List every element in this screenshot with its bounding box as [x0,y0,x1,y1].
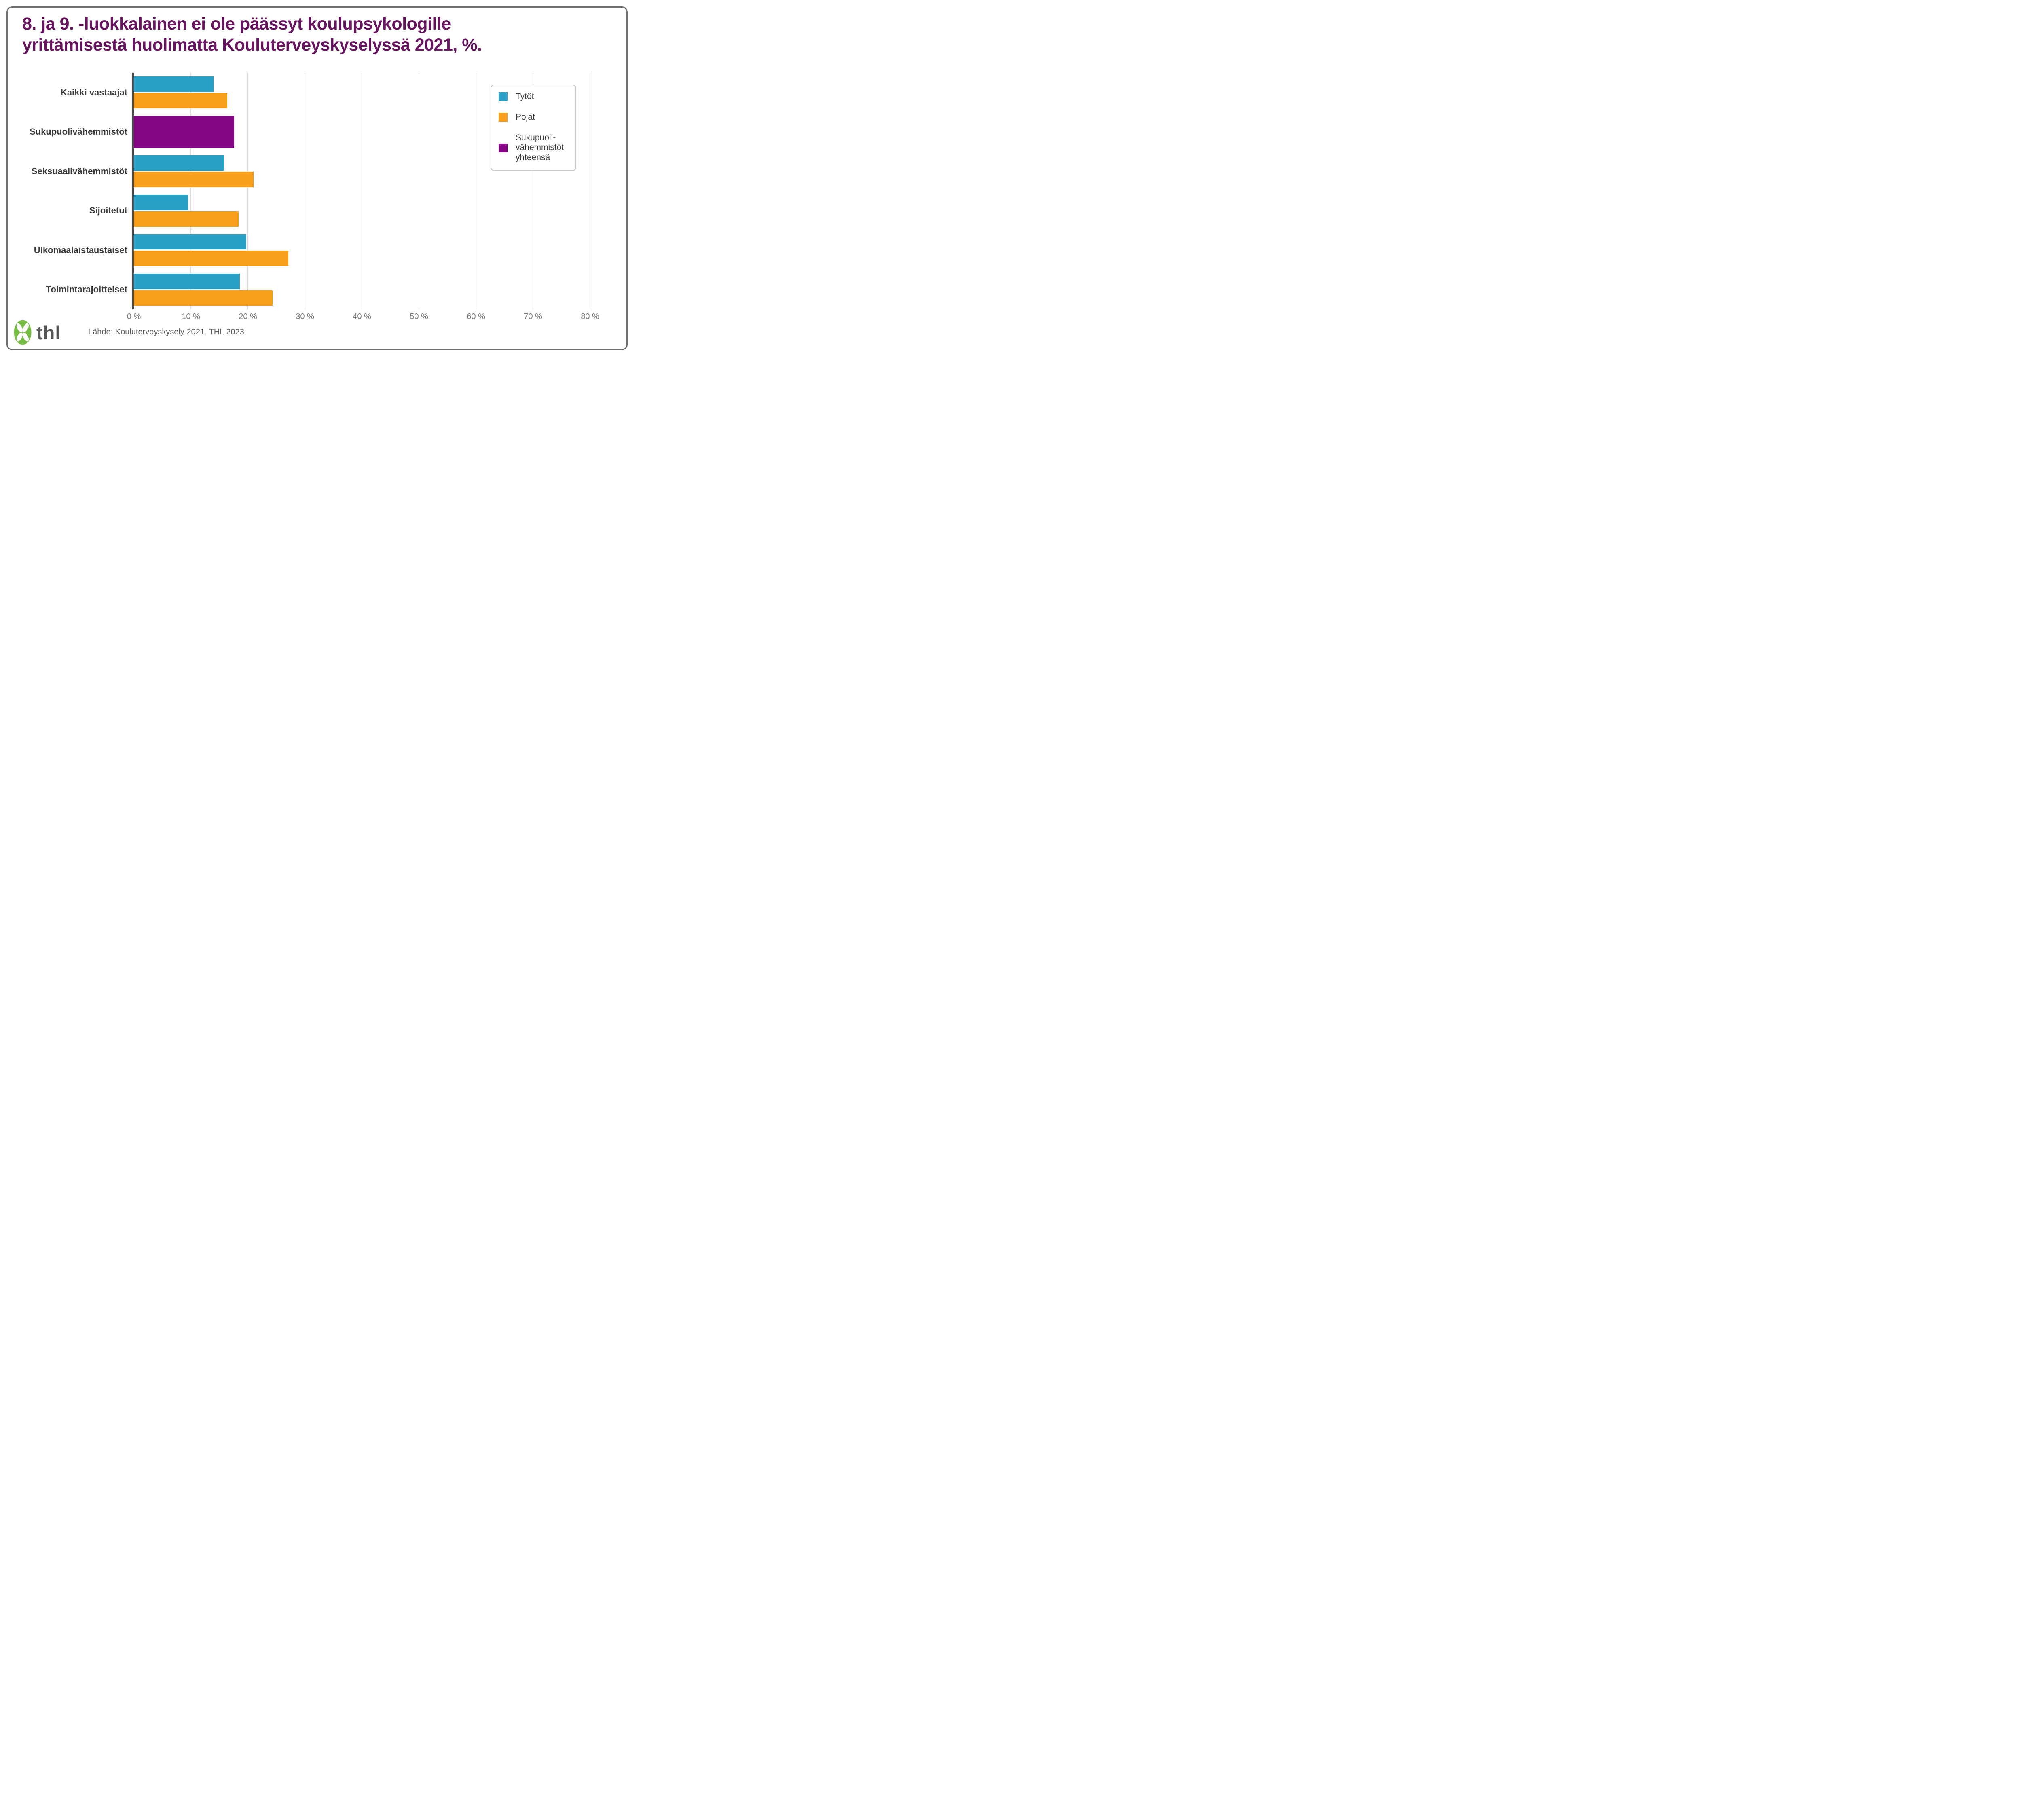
x-tick-label-50: 50 % [410,312,428,321]
bar-tyt-t [134,273,240,289]
plot-area: 0 % 10 % 20 % 30 % 40 % 50 % 60 % 70 % 80 % Kaikk… [0,0,634,357]
bar-pojat [134,172,254,187]
thl-clover-icon [14,320,32,345]
chart-title-line-1: 8. ja 9. -luokkalainen ei ole päässyt ko… [22,14,451,34]
y-axis-line [132,73,134,309]
gridline-10 [190,73,191,309]
legend-swatch-icon [499,113,508,122]
category-label: Ulkomaalaistaustaiset [34,245,127,255]
gridline-20 [247,73,248,309]
x-tick-label-70: 70 % [524,312,542,321]
bar-tyt-t [134,155,224,171]
legend-item: Pojat [499,112,570,123]
bar-tyt-t [134,194,188,210]
thl-logo: thl [14,319,61,345]
bar-sukupuoliv-hemmist-t-yhteens- [134,116,235,148]
category-label: Sukupuolivähemmistöt [29,127,127,137]
category-label: Toimintarajoitteiset [46,284,127,295]
category-label: Sijoitetut [89,205,127,216]
category-label: Kaikki vastaajat [60,87,127,97]
legend: Tytöt Pojat Sukupuoli- vähemmistöt yhteens… [491,85,576,171]
chart-card-border [6,6,628,350]
chart-title: 8. ja 9. -luokkalainen ei ole päässyt ko… [22,14,588,55]
x-tick-label-60: 60 % [467,312,485,321]
legend-item: Sukupuoli- vähemmistöt yhteensä [499,133,570,163]
legend-label: Sukupuoli- vähemmistöt yhteensä [516,133,564,163]
x-tick-label-30: 30 % [296,312,314,321]
legend-label: Pojat [516,112,535,122]
bar-pojat [134,251,289,266]
source-caption: Lähde: Kouluterveyskysely 2021. THL 2023 [88,328,244,336]
x-tick-label-0: 0 % [127,312,141,321]
thl-logo-text: thl [36,321,61,343]
x-tick-label-10: 10 % [182,312,200,321]
x-tick-label-40: 40 % [353,312,371,321]
legend-item: Tytöt [499,92,570,102]
category-label: Seksuaalivähemmistöt [31,166,127,176]
bar-tyt-t [134,234,246,249]
bar-pojat [134,290,273,306]
bar-pojat [134,211,239,227]
chart-title-line-2: yrittämisestä huolimatta Kouluterveyskys… [22,35,482,55]
legend-swatch-icon [499,92,508,101]
x-tick-label-20: 20 % [239,312,257,321]
legend-label: Tytöt [516,92,534,101]
bar-pojat [134,93,228,108]
legend-swatch-icon [499,143,508,152]
x-tick-label-80: 80 % [581,312,599,321]
bar-tyt-t [134,76,214,92]
chart-image: 8. ja 9. -luokkalainen ei ole päässyt ko… [0,0,634,357]
